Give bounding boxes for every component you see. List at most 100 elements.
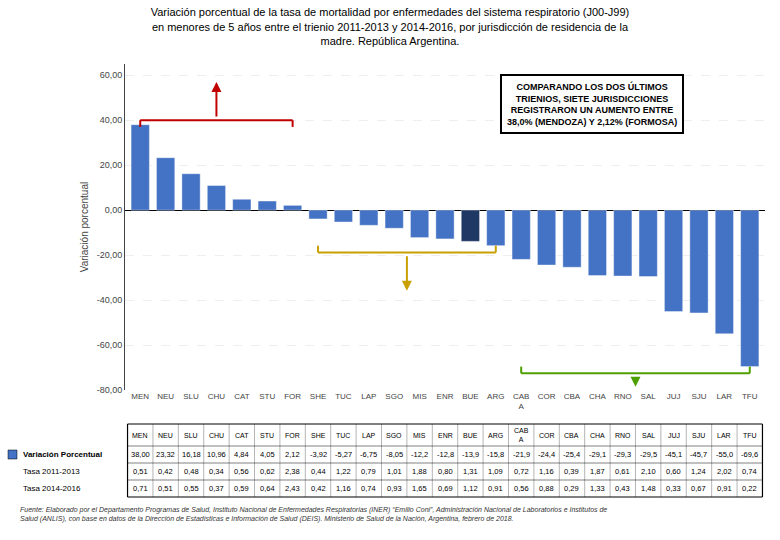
svg-text:0,93: 0,93 xyxy=(387,484,402,493)
svg-text:20,00: 20,00 xyxy=(100,160,123,170)
svg-text:2,10: 2,10 xyxy=(641,467,656,476)
svg-text:LAR: LAR xyxy=(717,392,733,401)
svg-text:0,72: 0,72 xyxy=(514,467,529,476)
svg-text:SGO: SGO xyxy=(385,392,403,401)
svg-text:10,96: 10,96 xyxy=(207,450,226,459)
svg-text:-5,27: -5,27 xyxy=(335,450,352,459)
svg-text:-29,3: -29,3 xyxy=(614,450,631,459)
svg-text:-21,9: -21,9 xyxy=(513,450,530,459)
svg-text:0,74: 0,74 xyxy=(742,467,757,476)
svg-text:1,48: 1,48 xyxy=(641,484,656,493)
svg-text:0,61: 0,61 xyxy=(615,467,630,476)
svg-text:-80,00: -80,00 xyxy=(97,385,123,395)
svg-text:SAL: SAL xyxy=(641,392,657,401)
svg-text:38,00: 38,00 xyxy=(131,450,150,459)
svg-text:2,43: 2,43 xyxy=(285,484,300,493)
svg-text:NEU: NEU xyxy=(157,392,174,401)
svg-text:-45,1: -45,1 xyxy=(665,450,682,459)
svg-text:Fuente: Elaborado por el Depar: Fuente: Elaborado por el Departamento Pr… xyxy=(20,506,607,523)
svg-text:-60,00: -60,00 xyxy=(97,340,123,350)
svg-text:1,09: 1,09 xyxy=(488,467,503,476)
svg-text:MEN: MEN xyxy=(131,392,149,401)
svg-text:1,31: 1,31 xyxy=(463,467,478,476)
svg-text:TFU: TFU xyxy=(742,392,758,401)
svg-text:-55,0: -55,0 xyxy=(716,450,733,459)
svg-text:0,80: 0,80 xyxy=(438,467,453,476)
svg-text:1,01: 1,01 xyxy=(387,467,402,476)
svg-text:-69,6: -69,6 xyxy=(741,450,758,459)
svg-text:0,71: 0,71 xyxy=(133,484,148,493)
svg-text:SJU: SJU xyxy=(691,392,706,401)
svg-text:0,67: 0,67 xyxy=(691,484,706,493)
svg-text:1,87: 1,87 xyxy=(590,467,605,476)
svg-text:TUC: TUC xyxy=(335,392,352,401)
svg-text:ENR: ENR xyxy=(438,432,453,439)
svg-text:0,33: 0,33 xyxy=(666,484,681,493)
svg-text:0,00: 0,00 xyxy=(105,205,123,215)
svg-text:0,34: 0,34 xyxy=(209,467,224,476)
svg-text:0,91: 0,91 xyxy=(717,484,732,493)
svg-text:0,29: 0,29 xyxy=(564,484,579,493)
svg-text:0,59: 0,59 xyxy=(234,484,249,493)
svg-text:4,05: 4,05 xyxy=(260,450,275,459)
svg-text:CAT: CAT xyxy=(235,432,249,439)
svg-text:16,18: 16,18 xyxy=(182,450,201,459)
svg-text:0,74: 0,74 xyxy=(361,484,376,493)
svg-text:0,64: 0,64 xyxy=(260,484,275,493)
svg-text:0,62: 0,62 xyxy=(260,467,275,476)
svg-text:ARG: ARG xyxy=(488,432,503,439)
svg-text:Variación porcentual: Variación porcentual xyxy=(79,182,90,272)
svg-text:JUJ: JUJ xyxy=(667,392,681,401)
svg-text:LAR: LAR xyxy=(717,432,731,439)
svg-text:FOR: FOR xyxy=(284,392,301,401)
svg-text:2,38: 2,38 xyxy=(285,467,300,476)
svg-text:-15,8: -15,8 xyxy=(487,450,504,459)
svg-text:0,39: 0,39 xyxy=(564,467,579,476)
svg-text:MIS: MIS xyxy=(412,392,426,401)
svg-text:Tasa 2011-2013: Tasa 2011-2013 xyxy=(23,467,80,476)
svg-text:23,32: 23,32 xyxy=(156,450,175,459)
svg-text:-12,8: -12,8 xyxy=(437,450,454,459)
svg-text:CHU: CHU xyxy=(209,432,224,439)
svg-text:1,24: 1,24 xyxy=(691,467,706,476)
svg-text:Tasa 2014-2016: Tasa 2014-2016 xyxy=(23,484,81,493)
svg-text:40,00: 40,00 xyxy=(100,115,123,125)
svg-text:JUJ: JUJ xyxy=(668,432,680,439)
svg-text:0,56: 0,56 xyxy=(234,467,249,476)
svg-text:RNO: RNO xyxy=(614,392,632,401)
svg-text:0,42: 0,42 xyxy=(311,484,326,493)
svg-text:CAT: CAT xyxy=(234,392,250,401)
svg-text:STU: STU xyxy=(259,392,275,401)
svg-text:ARG: ARG xyxy=(487,392,504,401)
svg-text:0,43: 0,43 xyxy=(615,484,630,493)
svg-text:MIS: MIS xyxy=(413,432,426,439)
svg-text:0,48: 0,48 xyxy=(184,467,199,476)
svg-text:0,51: 0,51 xyxy=(133,467,148,476)
svg-text:SLU: SLU xyxy=(183,392,199,401)
svg-text:COMPARANDO LOS DOS ÚLTIMOSTRIE: COMPARANDO LOS DOS ÚLTIMOSTRIENIOS, SIET… xyxy=(507,81,677,127)
svg-text:2,12: 2,12 xyxy=(285,450,300,459)
svg-text:SHE: SHE xyxy=(311,432,326,439)
svg-text:0,51: 0,51 xyxy=(158,484,173,493)
svg-text:-3,92: -3,92 xyxy=(310,450,327,459)
svg-text:-40,00: -40,00 xyxy=(97,295,123,305)
svg-text:-6,75: -6,75 xyxy=(360,450,377,459)
svg-text:0,60: 0,60 xyxy=(666,467,681,476)
svg-text:-25,4: -25,4 xyxy=(563,450,580,459)
svg-text:FOR: FOR xyxy=(285,432,300,439)
svg-text:2,02: 2,02 xyxy=(717,467,732,476)
svg-text:-12,2: -12,2 xyxy=(411,450,428,459)
svg-text:4,84: 4,84 xyxy=(234,450,249,459)
svg-text:ENR: ENR xyxy=(437,392,454,401)
svg-text:-8,05: -8,05 xyxy=(386,450,403,459)
svg-text:CBA: CBA xyxy=(564,432,579,439)
svg-text:BUE: BUE xyxy=(463,432,478,439)
svg-text:COR: COR xyxy=(539,432,555,439)
svg-text:CBA: CBA xyxy=(564,392,581,401)
svg-text:COR: COR xyxy=(538,392,556,401)
svg-text:0,37: 0,37 xyxy=(209,484,224,493)
svg-text:BUE: BUE xyxy=(462,392,478,401)
svg-text:1,88: 1,88 xyxy=(412,467,427,476)
svg-text:0,56: 0,56 xyxy=(514,484,529,493)
svg-text:-13,9: -13,9 xyxy=(462,450,479,459)
